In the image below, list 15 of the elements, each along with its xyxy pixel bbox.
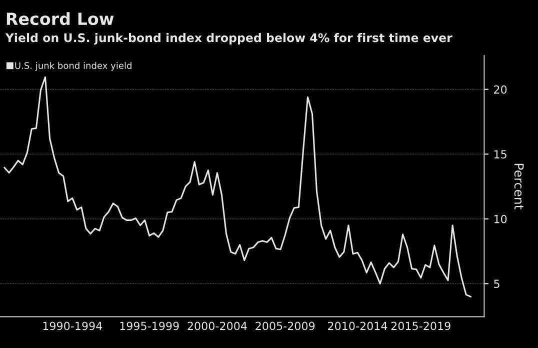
x-tick-label: 2005-2009: [256, 322, 315, 330]
y-tick-label: 5: [494, 280, 500, 288]
y-axis-title: Percent: [514, 164, 524, 210]
x-tick-label: 2015-2019: [391, 322, 450, 330]
x-tick-label: 2000-2004: [188, 322, 247, 330]
x-tick-label: 1995-1999: [120, 322, 179, 330]
chart-title: Record Low: [6, 12, 114, 26]
y-tick-label: 10: [494, 214, 507, 224]
y-tick-label: 15: [494, 150, 506, 158]
y-tick-label: 20: [494, 85, 507, 94]
line-series: [4, 76, 472, 298]
x-tick-label: 2010-2014: [328, 322, 388, 330]
chart-subtitle: Yield on U.S. junk-bond index dropped below 4% for first time ever: [5, 33, 452, 45]
legend-label: U.S. junk bond index yield: [15, 62, 132, 71]
x-tick-label: 1990-1994: [43, 322, 102, 330]
